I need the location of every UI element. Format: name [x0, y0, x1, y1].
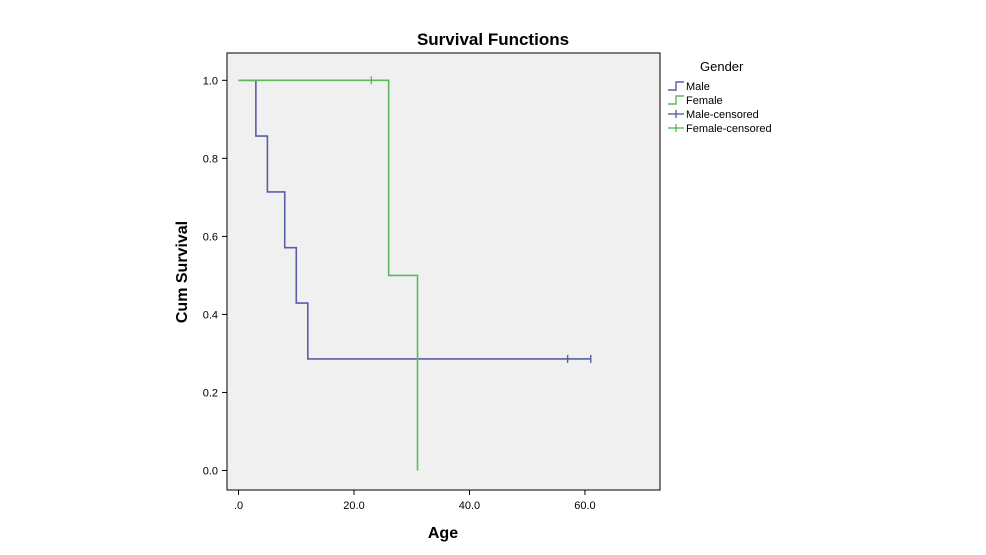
y-tick-label: 0.0: [203, 465, 218, 477]
y-axis: 0.0 0.2 0.4 0.6 0.8 1.0: [203, 75, 227, 477]
chart-title: Survival Functions: [417, 30, 569, 49]
legend-item: Male: [668, 81, 710, 93]
legend-item: Female-censored: [668, 123, 772, 135]
male-survival-curve: [238, 79, 591, 360]
y-tick-label: 1.0: [203, 75, 218, 87]
x-axis: .0 20.0 40.0 60.0: [234, 490, 596, 512]
y-tick-label: 0.8: [203, 153, 218, 165]
plot-area: [226, 52, 661, 491]
x-tick-label: .0: [234, 500, 243, 512]
legend-title: Gender: [700, 59, 744, 74]
x-tick-label: 40.0: [459, 500, 480, 512]
legend-label: Male: [686, 81, 710, 93]
y-tick-label: 0.6: [203, 231, 218, 243]
y-axis-label: Cum Survival: [174, 221, 191, 323]
x-axis-label: Age: [428, 525, 458, 542]
x-tick-label: 60.0: [574, 500, 595, 512]
x-tick-label: 20.0: [343, 500, 364, 512]
legend-step-swatch: [668, 95, 684, 105]
y-tick-label: 0.2: [203, 387, 218, 399]
legend-step-swatch: [668, 81, 684, 91]
legend-label: Female-censored: [686, 123, 772, 135]
legend-item: Male-censored: [668, 109, 759, 121]
legend-label: Male-censored: [686, 109, 759, 121]
female-survival-curve: [238, 79, 419, 471]
legend: Gender Male Female Male-censored Female-cen…: [668, 59, 772, 135]
legend-item: Female: [668, 95, 723, 107]
y-tick-label: 0.4: [203, 309, 218, 321]
legend-label: Female: [686, 95, 723, 107]
series-layer: [238, 76, 592, 471]
